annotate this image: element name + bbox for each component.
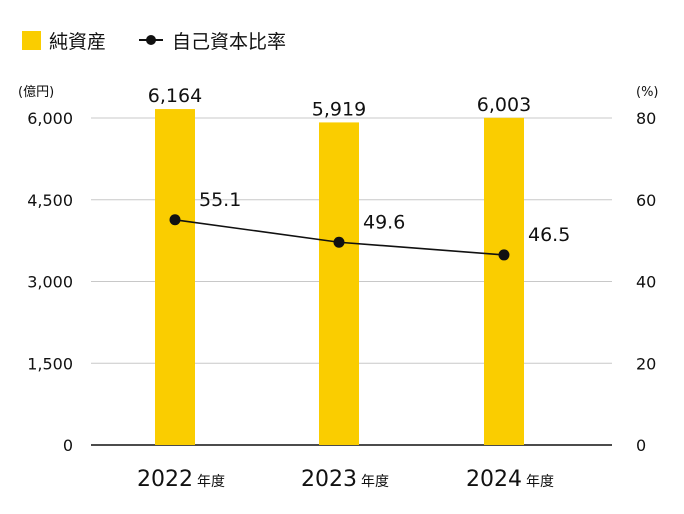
left-tick-label: 3,000: [27, 273, 73, 292]
right-tick-label: 80: [636, 109, 656, 128]
category-label: 2024 年度: [466, 467, 554, 492]
category-suffix: 年度: [197, 474, 225, 490]
bar-value-label: 5,919: [312, 98, 366, 120]
category-year: 2024: [466, 467, 522, 492]
category-suffix: 年度: [526, 474, 554, 490]
bar-value-label: 6,003: [477, 94, 531, 116]
right-tick-label: 60: [636, 191, 656, 210]
bar: [319, 122, 359, 446]
ratio-value-label: 49.6: [363, 211, 405, 233]
category-label: 2023 年度: [301, 467, 389, 492]
ratio-value-label: 55.1: [199, 189, 241, 211]
left-tick-label: 1,500: [27, 354, 73, 373]
axis-ticks: 0 1,500 3,000 4,500 6,000 0 20 40 60 80: [27, 109, 656, 455]
legend-line-label: 自己資本比率: [172, 31, 286, 53]
right-axis-unit: (%): [636, 85, 659, 100]
bars: [155, 109, 524, 446]
left-tick-label: 0: [63, 436, 73, 455]
left-tick-label: 6,000: [27, 109, 73, 128]
right-tick-label: 40: [636, 273, 656, 292]
category-year: 2023: [301, 467, 357, 492]
right-tick-label: 20: [636, 354, 656, 373]
legend-bars-label: 純資産: [49, 31, 106, 53]
ratio-point: [333, 236, 345, 248]
bar: [155, 109, 195, 445]
left-axis-unit: (億円): [18, 84, 54, 100]
legend-bar-swatch: [22, 31, 41, 50]
ratio-value-label: 46.5: [528, 224, 570, 246]
category-labels: 2022 年度 2023 年度 2024 年度: [137, 467, 554, 492]
bar-value-label: 6,164: [148, 85, 202, 107]
bar: [484, 117, 524, 446]
ratio-line: [169, 214, 510, 261]
category-year: 2022: [137, 467, 193, 492]
legend-line-marker: [146, 35, 156, 45]
ratio-point: [498, 249, 510, 261]
data-labels: 6,164 5,919 6,003 55.1 49.6 46.5: [148, 85, 571, 246]
ratio-point: [169, 214, 181, 226]
right-tick-label: 0: [636, 436, 646, 455]
left-tick-label: 4,500: [27, 191, 73, 210]
category-suffix: 年度: [361, 474, 389, 490]
legend: 純資産 自己資本比率: [22, 31, 286, 53]
category-label: 2022 年度: [137, 467, 225, 492]
